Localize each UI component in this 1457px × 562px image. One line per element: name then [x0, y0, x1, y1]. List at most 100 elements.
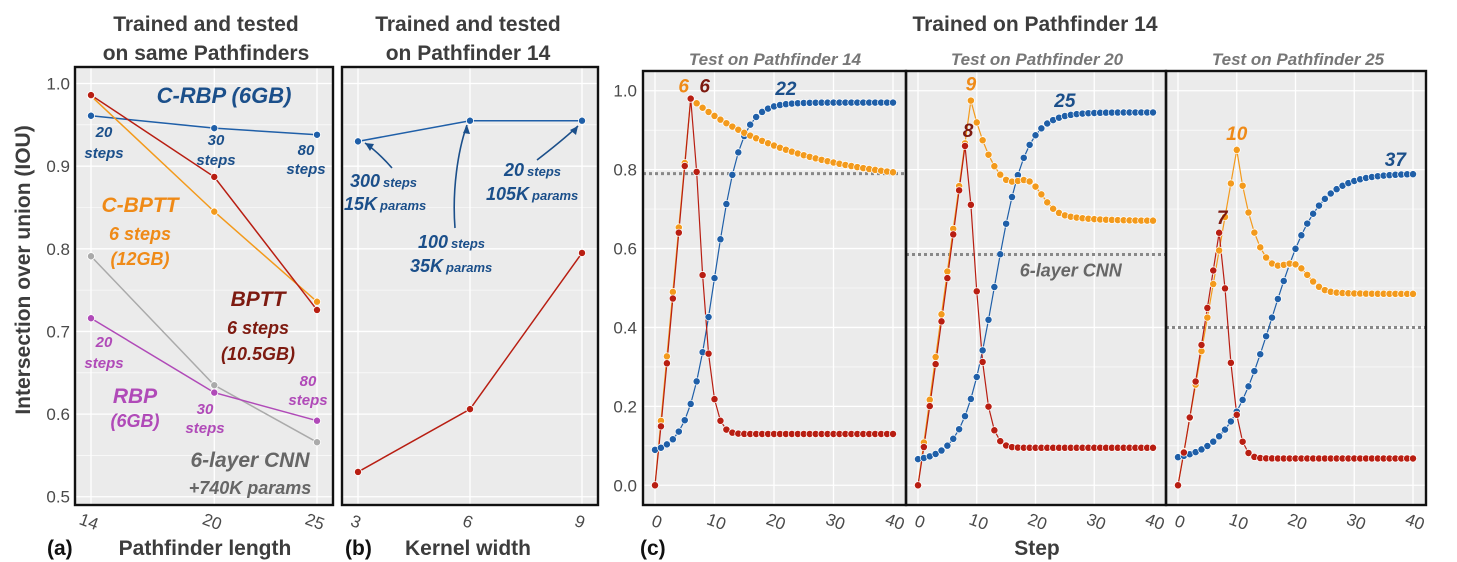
label-c-rbp-80-steps: steps: [286, 161, 325, 178]
subplot-data-point-blue: [1268, 313, 1276, 322]
arrowhead-100-steps: [463, 125, 470, 134]
label-c-rbp-20: 20: [95, 124, 113, 141]
label-c-rbp-30: 30: [208, 132, 225, 149]
label-rbp-30-steps: steps: [185, 420, 224, 437]
subplot-data-point-orange: [1256, 243, 1265, 252]
subplot-orange-peak-label: 10: [1226, 124, 1248, 145]
subplot-data-point-blue: [692, 377, 701, 386]
subplot-data-point-blue: [949, 434, 958, 443]
label-35k-num: 35K: [410, 256, 445, 276]
subplot-orange-peak-label: 9: [966, 75, 977, 96]
subplot-data-point-orange: [1037, 190, 1046, 199]
subplot-data-point-red: [937, 317, 946, 326]
subplot-data-point-orange: [931, 353, 940, 361]
subplot-x-tick-label: 10: [1226, 510, 1250, 534]
subplot-data-point-blue: [943, 441, 952, 450]
label-c-rbp-80: 80: [298, 142, 315, 159]
subplot-data-point-orange: [1209, 280, 1218, 289]
label-rbp-30: 30: [197, 401, 214, 418]
subplot-data-point-red: [668, 294, 677, 303]
label-cnn-params: +740K params: [189, 478, 312, 498]
panel-letter-a: (a): [47, 537, 73, 560]
subplot-data-point-red: [716, 416, 725, 425]
label-rbp-80: 80: [300, 373, 317, 390]
subplot-data-point-blue: [1262, 332, 1271, 341]
panel-c-y-tick-label: 0.8: [613, 161, 637, 180]
subplot-data-point-red: [931, 360, 940, 369]
label-rbp-20: 20: [95, 334, 113, 351]
panel-c-y-tick-label: 1.0: [613, 82, 637, 101]
panel-b-annotations: 300 steps 15K params 100 steps 35K params 20…: [344, 124, 579, 276]
subplot-data-point-orange: [1215, 246, 1224, 255]
label-bptt: BPTT: [231, 288, 288, 311]
panel-a-frame: [73, 65, 335, 507]
panel-b-title-line2: on Pathfinder 14: [386, 42, 551, 65]
label-20: 20 steps: [503, 160, 561, 180]
panel-c-title: Trained on Pathfinder 14: [912, 13, 1157, 36]
subplot-data-point-orange: [1291, 260, 1300, 269]
subplot-data-point-red: [990, 426, 999, 435]
subplot-data-point-blue: [662, 440, 671, 449]
subplot-data-point-blue: [1031, 131, 1040, 140]
label-300: 300 steps: [350, 171, 417, 191]
label-bptt-steps: 6 steps: [227, 318, 289, 338]
panel-a-y-tick-label: 0.7: [46, 322, 70, 341]
subplot-data-point-orange: [1238, 181, 1247, 190]
subplot-data-point-red: [1185, 413, 1194, 422]
subplot-data-point-blue: [889, 98, 897, 107]
panel-b-data-point-blue: [578, 116, 587, 125]
arrow-100-steps: [453, 124, 468, 229]
subplot-data-point-blue: [996, 250, 1005, 259]
subplot-data-point-red: [704, 349, 713, 358]
subplot-data-point-blue: [710, 274, 719, 283]
subplot-data-point-blue: [1409, 170, 1417, 179]
subplot-x-tick-label: 0: [649, 511, 664, 532]
panel-b-x-label: Kernel width: [405, 537, 531, 560]
panel-a-data-point-purple: [210, 388, 219, 397]
subplot-x-tick-label: 20: [1025, 510, 1049, 534]
panel-a-y-tick-label: 0.6: [46, 405, 70, 424]
subplot-x-tick-label: 0: [1172, 511, 1187, 532]
panel-c-x-label: Step: [1014, 537, 1060, 560]
subplot-data-point-blue: [1209, 437, 1218, 446]
subplot-data-point-orange: [1025, 177, 1034, 186]
subplot-data-point-red: [686, 94, 695, 103]
subplot-title-pf25: Test on Pathfinder 25: [1212, 50, 1385, 69]
subplot-blue-peak-label: 37: [1385, 150, 1408, 171]
subplot-data-point-red: [943, 274, 952, 283]
subplot-data-point-orange: [990, 162, 999, 171]
label-105k-num: 105K: [486, 184, 531, 204]
subplot-data-point-blue: [1320, 194, 1329, 203]
subplot-data-point-blue: [966, 394, 975, 403]
subplot-data-point-red: [674, 228, 683, 237]
subplot-data-point-red: [698, 271, 707, 280]
subplot-data-point-blue: [937, 446, 946, 455]
subplot-data-point-orange: [996, 170, 1005, 179]
label-105k-word: params: [531, 188, 578, 203]
subplot-data-point-blue: [1256, 350, 1265, 359]
subplot-data-point-red: [680, 162, 689, 170]
subplot-x-tick-label: 40: [1143, 510, 1167, 534]
subplot-data-point-blue: [668, 435, 677, 444]
subplot-data-point-red: [889, 430, 897, 438]
subplot-data-point-blue: [758, 107, 767, 116]
subplot-data-point-blue: [1221, 425, 1229, 434]
label-15k-word: params: [379, 198, 426, 213]
subplot-x-tick-label: 30: [1084, 510, 1108, 534]
panel-b-data-point-red: [465, 405, 474, 414]
panel-a-data-point-purple: [312, 416, 321, 425]
subplot-cnn-baseline-label: 6-layer CNN: [1020, 260, 1123, 280]
subplot-data-point-blue: [1149, 108, 1157, 117]
subplot-x-tick-label: 10: [966, 510, 990, 534]
subplot-data-point-red: [1409, 454, 1417, 463]
panel-b-x-tick-label: 9: [572, 511, 587, 532]
subplot-data-point-red: [949, 230, 958, 239]
subplot-x-tick-label: 40: [1403, 510, 1427, 534]
subplot-orange-peak-label: 6: [678, 77, 689, 98]
subplot-data-point-red: [1174, 481, 1182, 490]
panel-a-data-point-gray: [87, 252, 96, 261]
subplot-data-point-red: [996, 437, 1005, 446]
subplot-data-point-blue: [704, 313, 713, 321]
panel-a-data-point-purple: [87, 314, 96, 323]
panel-a-title-line1: Trained and tested: [113, 13, 299, 36]
